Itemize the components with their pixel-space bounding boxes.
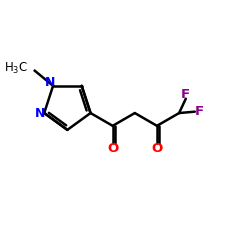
Text: O: O xyxy=(107,142,118,155)
Text: N: N xyxy=(45,76,55,90)
Text: F: F xyxy=(181,88,190,101)
Text: H$_3$C: H$_3$C xyxy=(4,61,28,76)
Text: F: F xyxy=(195,105,204,118)
Text: N: N xyxy=(35,106,46,120)
Text: O: O xyxy=(151,142,162,155)
